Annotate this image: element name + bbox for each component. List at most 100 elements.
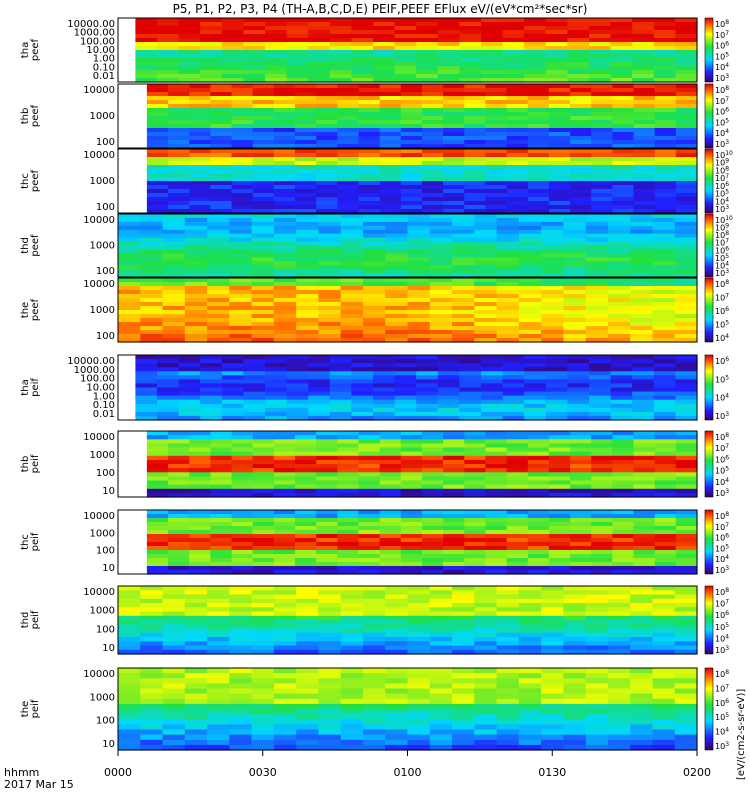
heatmap-cell — [351, 383, 374, 389]
heatmap-cell — [474, 739, 498, 746]
heatmap-cell — [162, 334, 186, 339]
heatmap-cell — [400, 518, 423, 523]
heatmap-cell — [612, 484, 635, 490]
heatmap-cell — [162, 709, 186, 715]
heatmap-cell — [373, 379, 396, 385]
heatmap-cell — [140, 693, 164, 700]
heatmap-cell — [178, 415, 201, 421]
heatmap-cell — [452, 302, 475, 307]
heatmap-cell — [146, 165, 169, 170]
heatmap-cell — [654, 447, 677, 453]
heatmap-cell — [229, 221, 253, 227]
heatmap-cell — [585, 217, 609, 223]
heatmap-cell — [358, 546, 381, 551]
heatmap-cell — [379, 140, 402, 145]
heatmap-cell — [589, 399, 612, 405]
heatmap-cell — [612, 464, 635, 469]
heatmap-cell — [295, 484, 317, 490]
heatmap-cell — [379, 534, 402, 539]
heatmap-cell — [654, 88, 677, 93]
heatmap-cell — [474, 586, 498, 591]
heatmap-cell — [443, 157, 465, 162]
heatmap-cell — [296, 744, 320, 751]
heatmap-cell — [385, 322, 409, 327]
colorbar — [704, 277, 714, 343]
heatmap-cell — [221, 38, 244, 43]
heatmap-cell — [379, 181, 402, 186]
heatmap-cell — [273, 514, 296, 519]
heatmap-cell — [607, 249, 631, 254]
heatmap-cell — [358, 181, 381, 186]
heatmap-cell — [570, 530, 592, 535]
heatmap-cell — [416, 379, 439, 385]
heatmap-cell — [337, 181, 360, 186]
heatmap-cell — [210, 185, 233, 190]
heatmap-cell — [273, 468, 296, 473]
heatmap-cell — [358, 197, 381, 202]
heatmap-cell — [654, 492, 677, 498]
heatmap-cell — [296, 628, 320, 634]
y-tick-label: 1000 — [90, 241, 115, 252]
heatmap-cell — [675, 74, 698, 79]
heatmap-cell — [221, 30, 244, 35]
heatmap-cell — [296, 306, 320, 311]
heatmap-cell — [591, 116, 613, 121]
heatmap-cell — [318, 326, 342, 331]
heatmap-cell — [308, 399, 331, 405]
heatmap-cell — [168, 92, 190, 97]
heatmap-cell — [429, 645, 453, 651]
heatmap-cell — [273, 153, 296, 158]
heatmap-cell — [675, 34, 698, 39]
heatmap-cell — [337, 173, 360, 178]
heatmap-cell — [416, 62, 439, 67]
heatmap-cell — [295, 526, 317, 531]
heatmap-cell — [654, 514, 677, 519]
heatmap-cell — [429, 607, 453, 613]
heatmap-cell — [135, 34, 158, 39]
heatmap-cell — [591, 84, 613, 89]
heatmap-cell — [316, 116, 338, 121]
heatmap-cell — [485, 136, 508, 141]
heatmap-cell — [229, 668, 253, 674]
heatmap-cell — [251, 603, 275, 608]
heatmap-cell — [184, 645, 208, 651]
heatmap-cell — [674, 590, 698, 596]
colorbar-tick-label: 104 — [715, 633, 729, 643]
heatmap-cell — [168, 84, 190, 89]
heatmap-cell — [351, 30, 374, 35]
heatmap-cell — [337, 455, 360, 461]
heatmap-cell — [541, 590, 564, 596]
heatmap-cell — [189, 484, 212, 490]
heatmap-cell — [429, 257, 453, 262]
heatmap-cell — [652, 225, 676, 231]
heatmap-cell — [358, 173, 381, 178]
colorbar-tick-label: 103 — [715, 268, 729, 278]
heatmap-cell — [229, 282, 253, 287]
heatmap-cell — [168, 116, 190, 121]
heatmap-cell — [563, 641, 587, 647]
heatmap-cell — [207, 322, 230, 327]
heatmap-cell — [429, 269, 453, 274]
heatmap-cell — [652, 269, 676, 274]
heatmap-cell — [518, 241, 542, 247]
heatmap-cell — [340, 594, 364, 600]
heatmap-cell — [653, 399, 676, 405]
heatmap-cell — [496, 330, 520, 335]
heatmap-cell — [351, 399, 374, 405]
heatmap-cell — [162, 233, 186, 239]
heatmap-cell — [675, 132, 698, 137]
heatmap-cell — [674, 314, 698, 319]
heatmap-cell — [318, 688, 342, 695]
heatmap-cell — [464, 468, 487, 473]
heatmap-cell — [589, 46, 612, 51]
heatmap-cell — [630, 673, 654, 679]
heatmap-cell — [373, 367, 396, 372]
heatmap-cell — [607, 620, 631, 625]
heatmap-cell — [407, 688, 431, 695]
heatmap-cell — [527, 120, 550, 125]
heatmap-cell — [591, 96, 613, 101]
heatmap-cell — [394, 371, 417, 376]
heatmap-cell — [630, 590, 654, 596]
heatmap-cell — [221, 26, 244, 31]
heatmap-cell — [612, 530, 635, 535]
